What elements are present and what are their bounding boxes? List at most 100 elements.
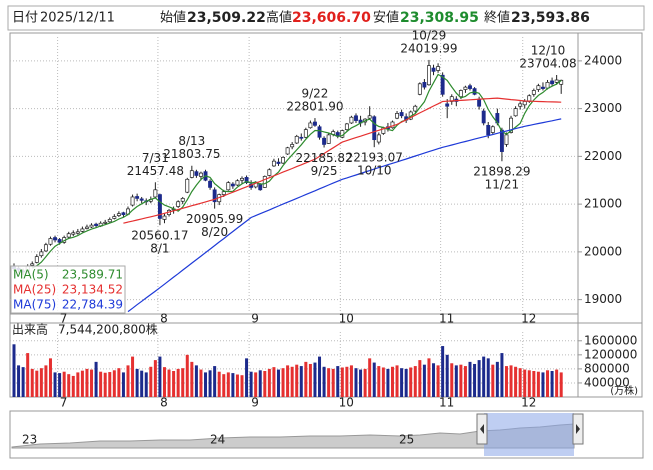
candle-body <box>176 201 181 207</box>
high-label: 高値 <box>266 10 292 26</box>
volume-bar <box>299 366 303 397</box>
candle-body <box>258 183 263 191</box>
volume-bar <box>172 371 176 397</box>
volume-bar <box>541 372 545 397</box>
candle-body <box>413 105 418 112</box>
header-box <box>7 5 645 31</box>
volume-bar <box>30 368 34 397</box>
volume-bar <box>208 370 212 397</box>
candle-body <box>481 110 486 124</box>
volume-bar <box>368 358 372 397</box>
volume-bar <box>363 368 367 397</box>
annotation-value: 21803.75 <box>163 147 220 161</box>
candle-body <box>440 74 445 95</box>
volume-bar <box>295 364 299 397</box>
y-tick-label: 24000 <box>584 53 622 67</box>
annotation-date: 11/21 <box>485 178 520 192</box>
candle-body <box>344 123 349 130</box>
volume-bar <box>99 371 103 397</box>
candle-body <box>107 219 112 223</box>
candle-body <box>290 144 295 148</box>
x-tick-label: 10 <box>339 312 354 326</box>
volume-bar <box>194 365 198 397</box>
candle-body <box>30 263 35 266</box>
volume-bar <box>117 368 121 397</box>
annotation-date: 10/29 <box>412 28 447 42</box>
volume-bar <box>176 368 180 397</box>
candle-body <box>322 137 327 145</box>
candle-body <box>531 90 536 95</box>
volume-bar <box>400 368 404 397</box>
volume-bar <box>149 366 153 397</box>
candle-body <box>518 103 523 107</box>
candle-body <box>39 251 44 257</box>
volume-bar <box>153 360 157 397</box>
date-label: 日付 <box>12 11 38 26</box>
annotation-date: 7/31 <box>142 151 169 165</box>
volume-bar <box>427 358 431 397</box>
candle-body <box>262 176 267 188</box>
y-tick-label: 22000 <box>584 149 622 163</box>
y-tick-label: 1600000 <box>584 333 637 347</box>
candle-body <box>185 178 190 193</box>
candle-body <box>285 147 290 155</box>
annotation-value: 22185.82 <box>295 151 352 165</box>
x-tick-label: 11 <box>439 312 454 326</box>
legend-value: 23,134.52 <box>62 283 123 297</box>
candle-body <box>240 177 244 181</box>
volume-bar <box>432 363 436 397</box>
candle-body <box>34 256 39 263</box>
volume-bar <box>90 369 94 397</box>
volume-bar <box>491 364 495 397</box>
candle-body <box>326 134 331 144</box>
candle-body <box>199 172 203 177</box>
x-tick-label: 9 <box>251 312 259 326</box>
candle-body <box>57 239 62 243</box>
candle-body <box>112 216 117 219</box>
chart-frame <box>9 32 643 398</box>
volume-bar <box>536 371 540 397</box>
volume-bar <box>67 374 71 397</box>
candle-body <box>395 113 399 119</box>
annotation-date: 9/22 <box>301 87 328 101</box>
legend-label: MA(5) <box>13 268 49 282</box>
volume-bar <box>76 372 80 397</box>
volume-bar <box>85 368 89 397</box>
volume-bar <box>318 356 322 397</box>
volume-bar <box>39 368 43 397</box>
navigator-selection[interactable] <box>484 413 574 456</box>
navigator: 23 24 25 <box>9 410 644 459</box>
candle-body <box>349 116 354 124</box>
candle-body <box>422 82 427 88</box>
volume-bar <box>345 366 349 397</box>
candle-body <box>417 83 422 95</box>
y-tick-label: 21000 <box>584 197 622 211</box>
volume-bar <box>245 358 249 397</box>
volume-bar <box>226 372 230 397</box>
volume-bar <box>80 370 84 397</box>
annotation-value: 20905.99 <box>186 212 243 226</box>
navigator-year: 23 <box>22 433 37 447</box>
candle-body <box>504 134 509 145</box>
candle-body <box>221 191 226 195</box>
candle-body <box>376 134 381 143</box>
volume-bar <box>44 365 48 397</box>
candle-body <box>499 129 504 152</box>
legend-value: 22,784.39 <box>62 298 123 312</box>
x-tick-label: 11 <box>439 396 454 410</box>
moving-average-line <box>31 73 562 269</box>
close-value: 23,593.86 <box>511 10 590 26</box>
candle-body <box>399 112 404 117</box>
y-tick-label: 1200000 <box>584 347 637 361</box>
candle-body <box>208 180 213 188</box>
volume-bar <box>222 374 226 397</box>
volume-bar <box>550 371 554 397</box>
volume-bar <box>377 366 381 397</box>
candle-body <box>463 86 468 90</box>
volume-bar <box>395 365 399 397</box>
volume-bar <box>135 368 139 397</box>
candle-body <box>121 212 126 215</box>
volume-bar <box>108 372 112 397</box>
volume-bar <box>340 367 344 397</box>
